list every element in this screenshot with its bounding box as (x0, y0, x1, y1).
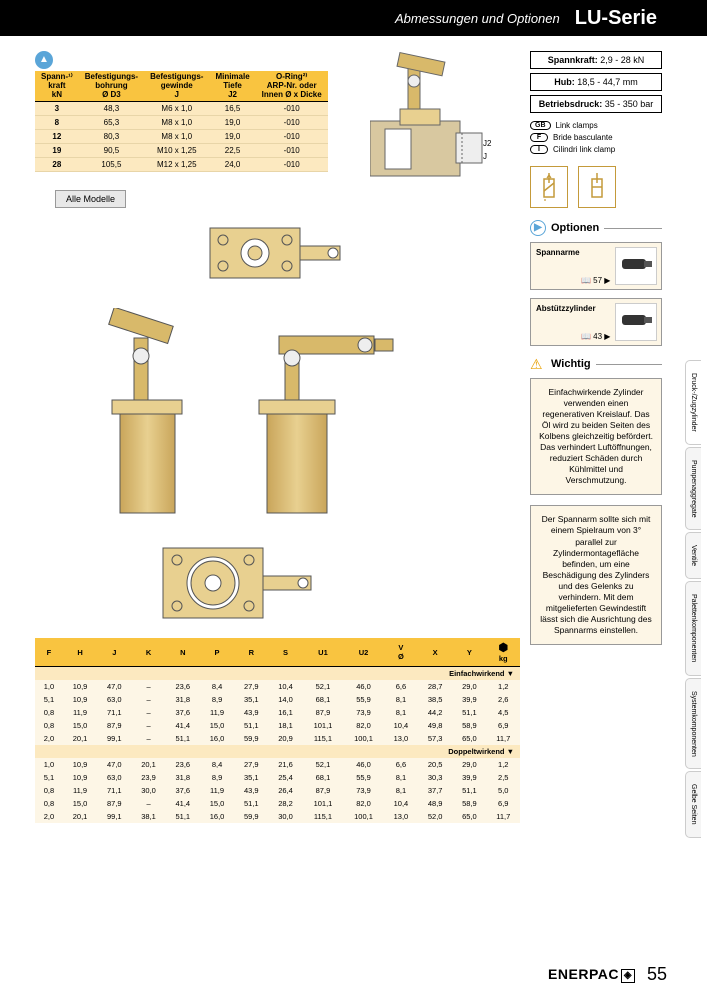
side-tab[interactable]: Pumpenaggregate (685, 447, 701, 531)
spec-spannkraft: Spannkraft: 2,9 - 28 kN (530, 51, 662, 69)
icon-double-acting (578, 166, 616, 208)
svg-text:J2: J2 (483, 139, 492, 148)
icon-single-acting (530, 166, 568, 208)
side-tab[interactable]: Systemkomponenten (685, 678, 701, 770)
alle-modelle-button[interactable]: Alle Modelle (55, 190, 126, 208)
wichtig-header: ⚠ Wichtig (530, 356, 662, 372)
info-badge-icon: ▲ (35, 51, 53, 69)
page-header: Abmessungen und Optionen LU-Serie (0, 0, 707, 36)
spec-druck: Betriebsdruck: 35 - 350 bar (530, 95, 662, 113)
drawing-side-left (90, 308, 200, 523)
side-tab[interactable]: Palettenkomponenten (685, 581, 701, 675)
page-number: 55 (647, 964, 667, 985)
right-column: Spannkraft: 2,9 - 28 kN Hub: 18,5 - 44,7… (530, 36, 670, 833)
left-column: ▲ Spann-¹⁾kraftkNBefestigungs-bohrungØ D… (0, 36, 530, 833)
dimensions-table: FHJKNPRSU1U2VØXY⬢kg Einfachwirkend ▼1,01… (35, 638, 520, 823)
brand-logo: ENERPAC◈ (548, 966, 635, 982)
option-card[interactable]: Spannarme📖 57 ▶ (530, 242, 662, 290)
side-tabs: Druck-/Zugzylinder PumpenaggregateVentile… (685, 360, 707, 840)
side-tab[interactable]: Ventile (685, 532, 701, 579)
drawing-detail-j2: J2 J (370, 51, 500, 191)
lang-row: GBLink clamps (530, 121, 662, 130)
option-card[interactable]: Abstützzylinder📖 43 ▶ (530, 298, 662, 346)
side-tab[interactable]: Druck-/Zugzylinder (685, 360, 701, 445)
spec-hub: Hub: 18,5 - 44,7 mm (530, 73, 662, 91)
drawing-side-right (245, 308, 400, 523)
header-title: LU-Serie (575, 7, 657, 30)
lang-row: FBride basculante (530, 133, 662, 142)
warning-icon: ⚠ (530, 356, 546, 372)
header-subtitle: Abmessungen und Optionen (395, 11, 560, 26)
wichtig-box-2: Der Spannarm sollte sich mit einem Spiel… (530, 505, 662, 645)
mounting-table: Spann-¹⁾kraftkNBefestigungs-bohrungØ D3B… (35, 71, 328, 172)
options-icon: ▶ (530, 220, 546, 236)
optionen-header: ▶ Optionen (530, 220, 662, 236)
wichtig-box-1: Einfachwirkende Zylinder verwenden einen… (530, 378, 662, 495)
drawing-flange-bottom (155, 538, 325, 628)
svg-text:J: J (483, 152, 487, 161)
technical-drawings-area (35, 218, 520, 638)
side-tab[interactable]: Gelbe Seiten (685, 771, 701, 837)
page-footer: ENERPAC◈ 55 (548, 964, 667, 985)
action-icons (530, 166, 662, 208)
drawing-flange-top (205, 218, 345, 288)
lang-row: ICilindri link clamp (530, 145, 662, 154)
